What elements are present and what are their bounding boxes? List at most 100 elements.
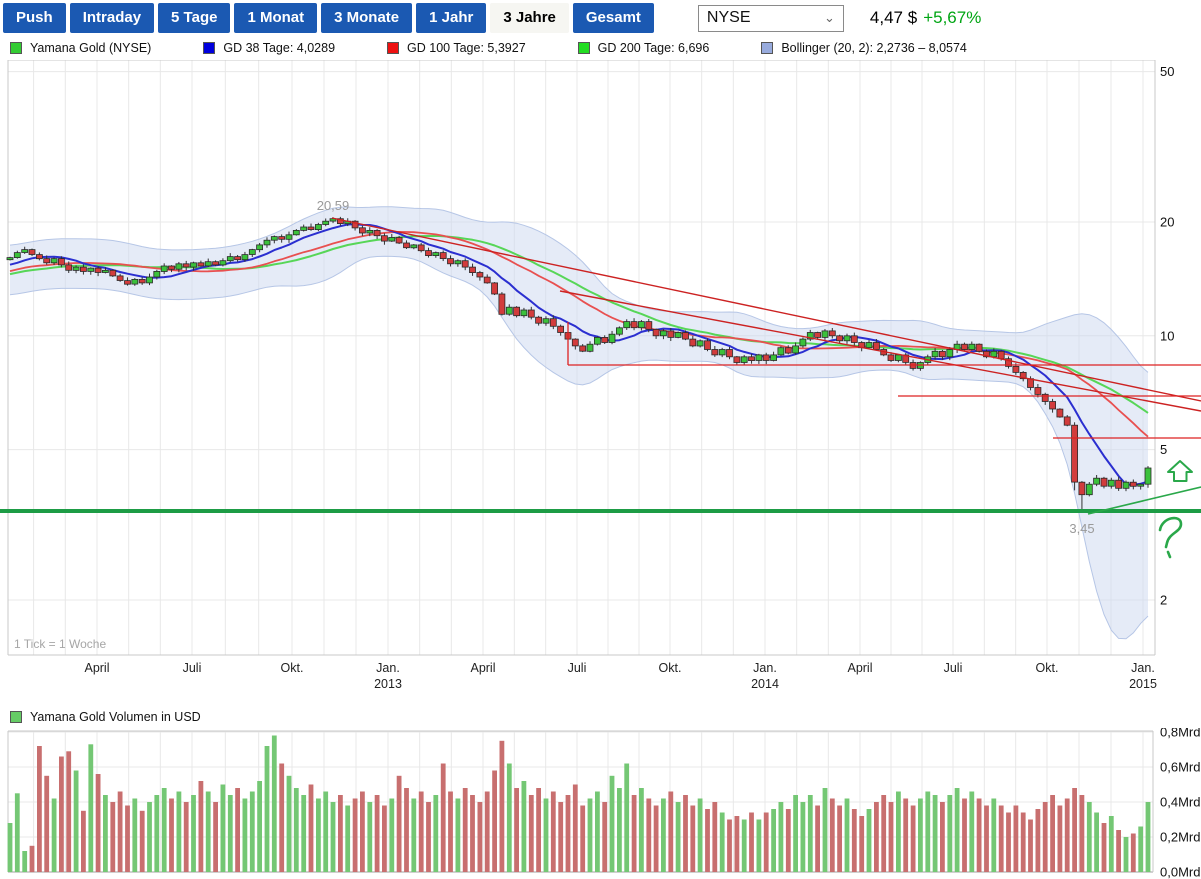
candle (102, 269, 109, 273)
tab-gesamt[interactable]: Gesamt (572, 3, 654, 33)
x-axis-label: Jan. (753, 661, 777, 675)
volume-bar (235, 788, 240, 872)
volume-bar (323, 791, 329, 872)
tab-3-jahre[interactable]: 3 Jahre (490, 3, 569, 33)
volume-bar (763, 812, 769, 872)
volume-bar (426, 802, 431, 872)
volume-bar (183, 802, 189, 872)
volume-bar (44, 775, 50, 873)
series-color-swatch (203, 42, 216, 54)
volume-bar (81, 810, 86, 872)
volume-bar (198, 781, 204, 872)
candle (65, 264, 73, 271)
candle (314, 224, 322, 230)
tab-1-monat[interactable]: 1 Monat (234, 3, 318, 33)
candle (623, 321, 631, 329)
x-axis-label: Jan. (1131, 661, 1155, 675)
volume-bar (308, 784, 314, 872)
volume-bar (1057, 805, 1063, 872)
volume-bar (572, 784, 578, 872)
candle (219, 260, 227, 266)
volume-bar (213, 802, 218, 872)
series-color-swatch (577, 42, 590, 54)
volume-bar (778, 802, 784, 872)
candle (660, 330, 667, 337)
candle (520, 309, 528, 317)
volume-bar (125, 805, 130, 872)
volume-bar (734, 816, 740, 872)
candle (182, 263, 190, 268)
legend-item-bollinger: Bollinger (20, 2): 2,2736 – 8,0574 (761, 41, 967, 55)
candle (138, 278, 146, 284)
candle (6, 257, 14, 261)
candle (748, 356, 755, 361)
tab-5-tage[interactable]: 5 Tage (158, 3, 231, 33)
volume-bar (631, 795, 637, 872)
candle (799, 338, 807, 347)
candle (263, 239, 271, 246)
ma-line-gd-38-tage (9, 223, 1149, 486)
volume-bar (220, 784, 226, 872)
volume-bar (264, 746, 270, 872)
candle (116, 275, 124, 281)
volume-bar (1086, 802, 1092, 872)
volume-bar (169, 798, 174, 872)
tab-3-monate[interactable]: 3 Monate (321, 3, 413, 33)
volume-bar (1035, 809, 1041, 872)
candle (403, 242, 410, 249)
candle (821, 330, 829, 338)
candle (601, 336, 609, 343)
candle (278, 236, 286, 240)
candle (358, 227, 366, 234)
volume-bar (756, 819, 762, 872)
price-axis-label: 50 (1160, 64, 1174, 79)
volume-bar (543, 798, 549, 872)
volume-bar (147, 802, 152, 872)
candle (902, 354, 910, 363)
volume-bar (22, 851, 28, 872)
volume-bar (1130, 833, 1136, 872)
volume-bar (595, 791, 600, 872)
candle (204, 261, 212, 267)
volume-bar (1123, 837, 1129, 872)
candle (432, 252, 440, 257)
volume-bar (360, 791, 365, 872)
exchange-select[interactable]: NYSE ⌄ (697, 4, 844, 32)
candle (843, 335, 851, 342)
candle (28, 249, 36, 255)
volume-bar (1072, 788, 1077, 872)
candle (175, 263, 183, 270)
volume-bar (690, 805, 696, 872)
candle (146, 276, 153, 284)
candle (461, 260, 469, 268)
tab-1-jahr[interactable]: 1 Jahr (416, 3, 487, 33)
volume-bar (66, 751, 72, 872)
volume-axis-label: 0,0Mrd (1160, 865, 1200, 879)
volume-bar (271, 735, 277, 872)
volume-bar (330, 802, 336, 872)
candle (469, 266, 476, 274)
tab-intraday[interactable]: Intraday (69, 3, 155, 33)
candle (1078, 481, 1086, 496)
x-axis-year-label: 2015 (1129, 677, 1157, 691)
candle (1041, 393, 1049, 402)
volume-bar (1042, 802, 1048, 872)
volume-bar (345, 805, 351, 872)
candle (527, 309, 535, 318)
candle (43, 258, 51, 264)
volume-bar (286, 775, 292, 873)
candle (1144, 467, 1152, 485)
price-axis-label: 5 (1160, 442, 1167, 457)
candle (160, 265, 168, 272)
volume-bar (301, 795, 307, 872)
tab-push[interactable]: Push (3, 3, 66, 33)
low-price-annotation: 3,45 (1069, 521, 1094, 536)
volume-bar (352, 798, 358, 872)
volume-bar (470, 795, 475, 872)
peak-price-annotation: 20,59 (317, 198, 350, 213)
candle (270, 236, 278, 241)
volume-bar (462, 788, 468, 872)
up-arrow-icon (1167, 460, 1193, 482)
candle (968, 343, 976, 350)
volume-bar (95, 774, 101, 872)
